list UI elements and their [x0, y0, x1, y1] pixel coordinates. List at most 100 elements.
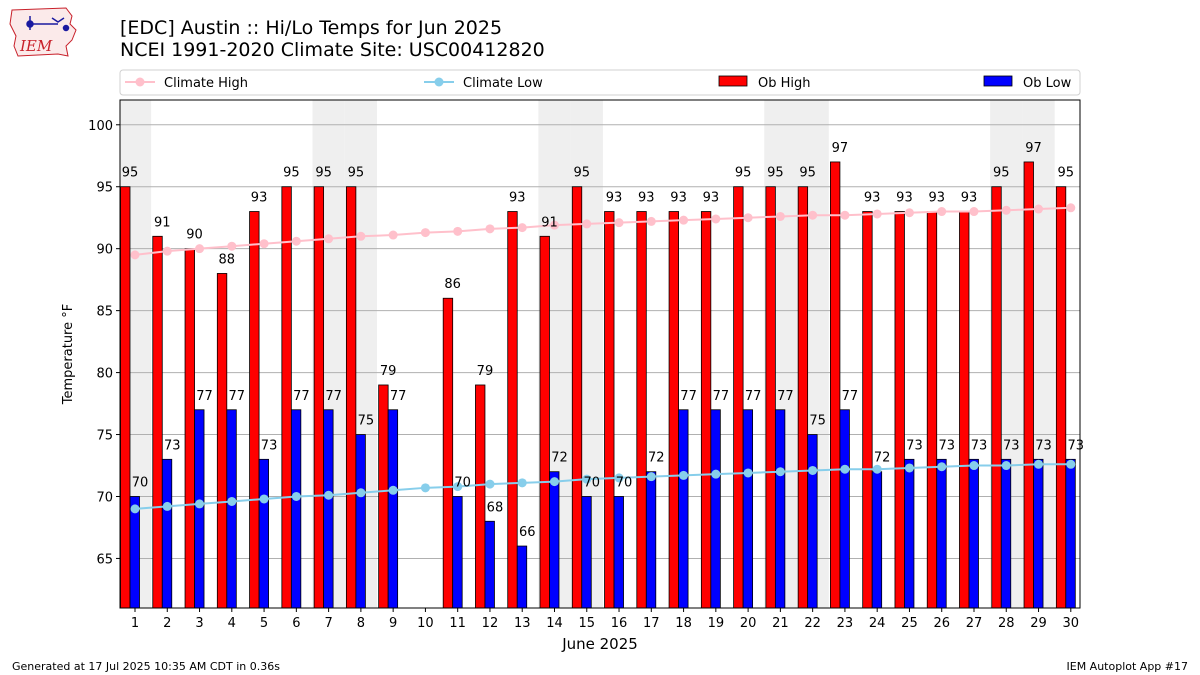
climate-low-point [904, 463, 914, 473]
ob-high-label: 86 [444, 277, 461, 292]
climate-high-point [937, 207, 947, 217]
climate-high-point [1034, 204, 1044, 214]
ob-low-bar [323, 409, 334, 609]
ob-high-bar [636, 211, 647, 609]
climate-low-point [646, 472, 656, 482]
ob-high-label: 95 [767, 166, 784, 181]
ob-high-bar [733, 186, 744, 609]
climate-low-point [324, 490, 334, 500]
ob-low-bar [678, 409, 689, 609]
ob-high-bar [991, 186, 1002, 609]
climate-low-point [420, 483, 430, 493]
ob-high-bar [1023, 161, 1034, 609]
ob-high-bar [249, 211, 260, 609]
climate-low-point [614, 473, 624, 483]
ob-high-bar [475, 384, 486, 609]
climate-high-point [840, 210, 850, 220]
legend-frame [119, 69, 1081, 96]
ob-low-label: 77 [745, 389, 762, 404]
climate-low-point [1066, 459, 1076, 469]
ob-high-label: 93 [703, 191, 720, 206]
y-tick-label: 100 [88, 119, 113, 134]
x-tick-label: 14 [546, 616, 563, 631]
climate-low-point [1034, 459, 1044, 469]
ob-high-bar [830, 161, 841, 609]
ob-high-label: 95 [993, 166, 1010, 181]
ob-low-bar [742, 409, 754, 609]
x-tick-label: 3 [195, 616, 203, 631]
ob-high-bar [216, 273, 228, 609]
chart-title-line1: [EDC] Austin :: Hi/Lo Temps for Jun 2025 [120, 17, 503, 39]
ob-low-bar [645, 471, 657, 609]
x-tick-label: 10 [417, 616, 434, 631]
plot-frame [119, 99, 1081, 609]
ob-high-bar [668, 211, 679, 609]
climate-low-point [356, 488, 366, 498]
climate-high-point [1001, 205, 1011, 215]
climate-high-point [904, 208, 914, 218]
climate-high-point [808, 210, 818, 220]
iowa-outline-icon [9, 7, 77, 57]
climate-low-point [775, 467, 785, 477]
plot-area: 6570758085909510095709173907788779373957… [88, 99, 1084, 631]
y-tick-label: 65 [96, 552, 113, 567]
ob-low-bar [581, 496, 592, 609]
ob-low-bar [452, 496, 463, 609]
x-tick-label: 16 [611, 616, 628, 631]
ob-high-bar [345, 186, 357, 609]
x-tick-label: 22 [804, 616, 821, 631]
y-tick-label: 70 [96, 490, 113, 505]
climate-low-point [711, 469, 721, 479]
ob-high-label: 95 [315, 166, 332, 181]
x-tick-label: 27 [966, 616, 983, 631]
climate-low-point [872, 464, 882, 474]
x-tick-label: 30 [1063, 616, 1080, 631]
ob-low-bar [161, 458, 173, 609]
ob-high-label: 93 [864, 191, 881, 206]
ob-low-bar [194, 409, 205, 609]
ob-low-label: 70 [616, 475, 633, 490]
ob-high-label: 79 [380, 364, 397, 379]
climate-low-point [969, 461, 979, 471]
climate-low-point [130, 504, 140, 514]
climate-high-point [162, 246, 172, 256]
climate-high-point [646, 216, 656, 226]
ob-low-label: 70 [132, 475, 149, 490]
x-tick-label: 19 [708, 616, 725, 631]
ob-high-label: 95 [283, 166, 300, 181]
chart-title-line2: NCEI 1991-2020 Climate Site: USC00412820 [120, 39, 545, 61]
legend-climate-low-label: Climate Low [463, 76, 543, 91]
ob-low-label: 77 [229, 389, 246, 404]
ob-high-label: 93 [638, 191, 655, 206]
ob-high-label: 95 [735, 166, 752, 181]
x-tick-label: 20 [740, 616, 757, 631]
climate-high-point [549, 220, 559, 230]
y-axis-label: Temperature °F [61, 304, 76, 405]
ob-high-bar [700, 211, 712, 609]
y-tick-label: 90 [96, 243, 113, 258]
x-tick-label: 1 [131, 616, 139, 631]
ob-high-label: 93 [606, 191, 623, 206]
legend-ob-high: Ob High [718, 75, 811, 91]
ob-low-label: 77 [680, 389, 697, 404]
ob-low-bar [613, 496, 624, 609]
ob-low-label: 73 [938, 438, 955, 453]
climate-high-point [324, 234, 334, 244]
climate-high-point [743, 213, 753, 223]
x-tick-label: 26 [933, 616, 950, 631]
ob-low-bar [936, 458, 947, 609]
x-tick-label: 23 [837, 616, 854, 631]
x-tick-label: 9 [389, 616, 397, 631]
climate-low-point [679, 470, 689, 480]
climate-high-point [1066, 203, 1076, 213]
climate-low-point [517, 478, 527, 488]
climate-high-point [291, 236, 301, 246]
ob-high-bar [604, 211, 615, 609]
climate-high-point [517, 223, 527, 233]
ob-low-label: 77 [196, 389, 213, 404]
ob-high-bar [120, 186, 131, 609]
legend-ob-high-swatch [718, 75, 748, 87]
legend-ob-low-label: Ob Low [1023, 76, 1072, 91]
ob-high-label: 97 [1025, 141, 1042, 156]
legend-ob-low-swatch [983, 75, 1013, 87]
